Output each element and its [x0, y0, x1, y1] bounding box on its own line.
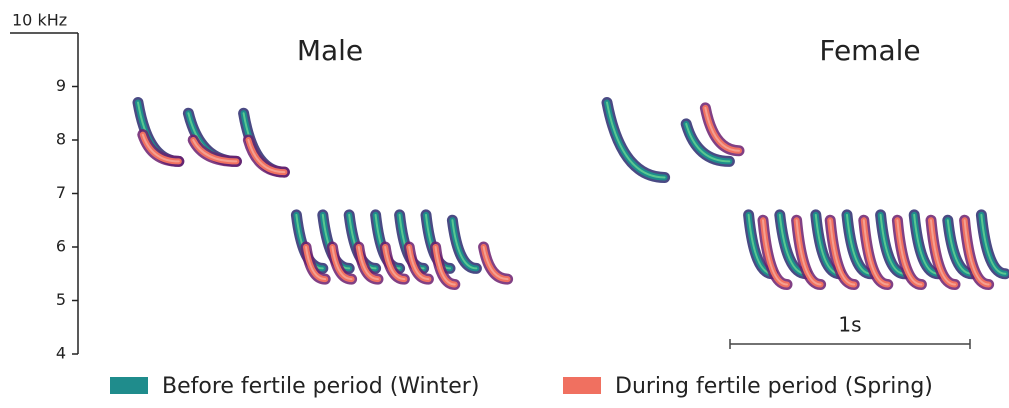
syllable: [430, 241, 461, 290]
legend-swatch: [110, 377, 148, 394]
scale-bar-label: 1s: [838, 313, 861, 337]
syllable-highlight: [930, 219, 956, 286]
y-tick-label: 7: [56, 183, 66, 202]
syllable: [446, 214, 482, 274]
syllable-highlight: [408, 246, 430, 281]
y-tick-label: 4: [56, 344, 66, 363]
syllable-highlight: [946, 219, 973, 275]
syllable-highlight: [305, 246, 327, 281]
syllable: [300, 241, 331, 285]
syllable-highlight: [862, 219, 889, 286]
syllable: [925, 214, 961, 290]
syllable-highlight: [829, 219, 856, 286]
panel-title: Male: [297, 34, 363, 67]
syllable-highlight: [762, 219, 788, 286]
syllable-highlight: [896, 219, 923, 286]
y-tick-label: 5: [56, 290, 66, 309]
syllable: [478, 241, 514, 285]
syllable: [975, 209, 1009, 280]
legend-label: During fertile period (Spring): [615, 374, 933, 399]
syllable: [858, 214, 894, 290]
y-tick-label: 6: [56, 237, 66, 256]
syllable: [242, 134, 290, 178]
syllable: [942, 214, 978, 280]
syllable: [601, 97, 671, 183]
syllable: [791, 214, 827, 290]
syllable-highlight: [247, 139, 286, 174]
syllable-highlight: [451, 219, 478, 270]
y-tick-label: 8: [56, 130, 66, 149]
syllable: [757, 214, 793, 290]
syllable-highlight: [331, 246, 353, 281]
syllable-highlight: [357, 246, 379, 281]
panel-title: Female: [819, 34, 920, 67]
syllable: [403, 241, 434, 285]
syllable: [699, 102, 745, 157]
syllable-highlight: [434, 246, 456, 286]
syllable-highlight: [192, 139, 238, 163]
syllable: [326, 241, 358, 285]
syllable: [824, 214, 860, 290]
syllable-highlight: [482, 246, 509, 281]
y-tick-label: 9: [56, 76, 66, 95]
syllable-highlight: [704, 106, 740, 152]
legend-label: Before fertile period (Winter): [162, 374, 479, 399]
syllable: [959, 214, 995, 290]
syllable: [187, 134, 242, 167]
syllable-highlight: [913, 213, 940, 275]
syllable-highlight: [141, 133, 180, 163]
syllable: [680, 118, 735, 167]
syllable-highlight: [384, 246, 406, 281]
syllable: [841, 209, 877, 280]
y-tick-label: 10 kHz: [12, 11, 67, 30]
syllable: [353, 241, 384, 285]
syllable-highlight: [606, 101, 666, 179]
syllable: [137, 129, 185, 167]
syllable-highlight: [795, 219, 822, 286]
legend-swatch: [563, 377, 601, 394]
syllable-highlight: [685, 122, 731, 163]
syllable-highlight: [879, 213, 906, 275]
syllable-highlight: [963, 219, 990, 286]
syllable: [379, 241, 410, 285]
syllable-highlight: [846, 213, 872, 275]
syllable: [908, 209, 944, 280]
syllable: [875, 209, 911, 280]
syllable: [891, 214, 927, 290]
syllable-highlight: [980, 213, 1007, 275]
